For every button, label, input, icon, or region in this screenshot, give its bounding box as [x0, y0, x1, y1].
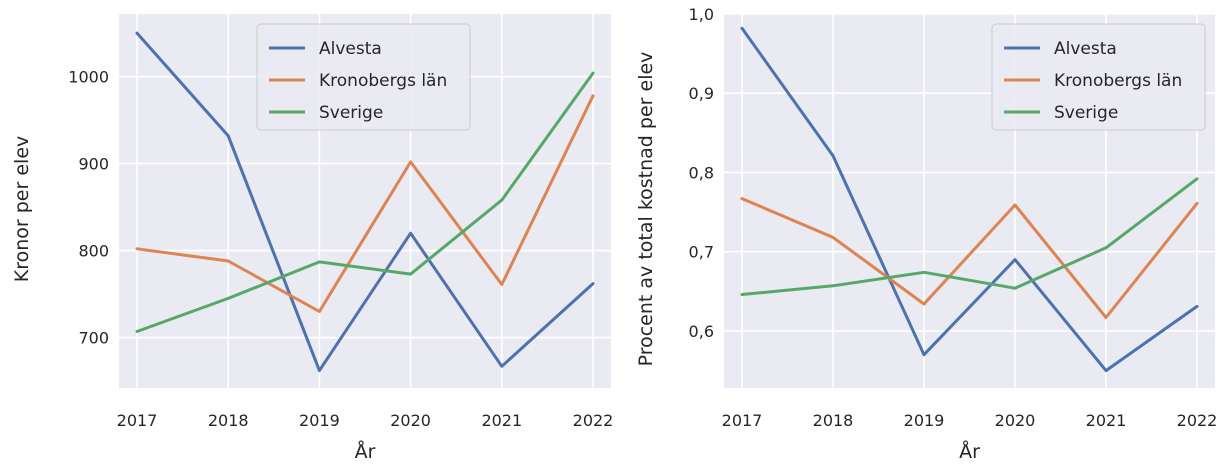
- legend-label: Sverige: [1054, 103, 1118, 123]
- y-tick-label: 1,0: [689, 5, 714, 24]
- x-tick-label: 2021: [1086, 411, 1127, 430]
- legend: Alvesta Kronobergs län Sverige: [256, 23, 471, 131]
- y-axis-label: Kronor per elev: [11, 136, 33, 283]
- legend-label: Kronobergs län: [1054, 71, 1182, 91]
- legend-label: Alvesta: [1054, 39, 1117, 59]
- series-line-alvesta: [740, 26, 1199, 373]
- legend-label: Sverige: [319, 103, 383, 123]
- y-tick-label: 1000: [68, 68, 109, 87]
- y-tick-label: 900: [78, 155, 109, 174]
- x-tick-label: 2022: [1177, 411, 1218, 430]
- x-tick-label: 2022: [573, 411, 614, 430]
- legend-label: Kronobergs län: [319, 71, 447, 91]
- chart-panel-1: 2017 2018 2019 2020 2021 2022 700 800 900 1000 År K…: [11, 14, 613, 463]
- chart-panel-2: 2017 2018 2019 2020 2021 2022 0,6 0,7 0,8 0,9 1,0 Å…: [635, 5, 1217, 463]
- x-axis-label: År: [355, 440, 376, 463]
- x-tick-label: 2021: [481, 411, 522, 430]
- series-line-kronobergs-län: [740, 197, 1199, 319]
- legend-box: [991, 23, 1206, 131]
- legend-box: [256, 23, 471, 131]
- series-line-kronobergs-län: [135, 94, 595, 313]
- y-tick-label: 800: [78, 242, 109, 261]
- y-axis-label: Procent av total kostnad per elev: [635, 52, 657, 367]
- x-tick-label: 2017: [117, 411, 158, 430]
- legend-label: Alvesta: [319, 39, 382, 59]
- y-tick-label: 700: [78, 329, 109, 348]
- x-tick-label: 2020: [390, 411, 431, 430]
- series-line-alvesta: [135, 31, 595, 373]
- x-tick-label: 2018: [813, 411, 854, 430]
- x-axis-label: År: [959, 440, 980, 463]
- series-line-sverige: [135, 71, 595, 333]
- x-tick-label: 2019: [904, 411, 945, 430]
- x-tick-label: 2017: [722, 411, 763, 430]
- y-tick-label: 0,7: [689, 243, 714, 262]
- y-tick-label: 0,6: [689, 322, 714, 341]
- y-tick-label: 0,8: [689, 163, 714, 182]
- legend: Alvesta Kronobergs län Sverige: [991, 23, 1206, 131]
- y-tick-label: 0,9: [689, 84, 714, 103]
- series-line-sverige: [740, 177, 1199, 296]
- x-tick-label: 2020: [995, 411, 1036, 430]
- x-tick-label: 2018: [208, 411, 249, 430]
- x-tick-label: 2019: [299, 411, 340, 430]
